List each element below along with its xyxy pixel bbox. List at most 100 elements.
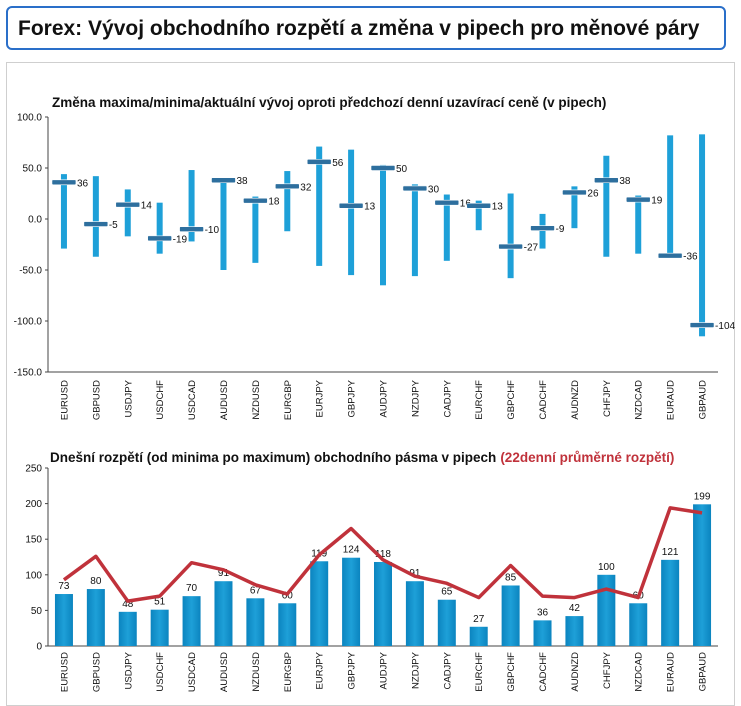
x-category-label: EURJPY bbox=[315, 379, 326, 417]
x-category-label: EURCHF bbox=[474, 652, 485, 692]
x-category-label: GBPCHF bbox=[506, 652, 517, 692]
bar-chart: Dnešní rozpětí (od minima po maximum) ob… bbox=[25, 450, 718, 692]
range-bar bbox=[278, 603, 297, 646]
current-label: 38 bbox=[236, 176, 248, 187]
range-bar bbox=[348, 149, 355, 276]
range-bar bbox=[214, 581, 233, 646]
current-label: 56 bbox=[332, 158, 344, 169]
current-marker bbox=[115, 201, 141, 208]
x-category-label: EURUSD bbox=[59, 380, 70, 420]
current-label: 13 bbox=[364, 202, 376, 213]
x-category-label: NZDJPY bbox=[410, 651, 421, 689]
range-bar bbox=[443, 194, 450, 261]
current-label: -19 bbox=[173, 234, 188, 245]
x-category-label: AUDUSD bbox=[219, 652, 230, 692]
bar-value-label: 73 bbox=[58, 581, 70, 592]
y-tick-label: 150 bbox=[25, 535, 42, 546]
current-marker bbox=[243, 197, 268, 204]
range-bar bbox=[124, 189, 131, 237]
current-marker bbox=[625, 196, 651, 203]
current-label: 13 bbox=[492, 202, 504, 213]
x-category-label: GBPAUD bbox=[698, 380, 709, 420]
current-label: -10 bbox=[205, 225, 220, 236]
current-marker bbox=[51, 179, 77, 186]
x-category-label: EURGBP bbox=[283, 652, 294, 692]
bar-value-label: 48 bbox=[122, 599, 134, 610]
y-tick-label: 100 bbox=[25, 570, 42, 581]
current-marker bbox=[179, 226, 204, 232]
y-tick-label: 100.0 bbox=[17, 113, 42, 124]
range-bar bbox=[411, 184, 418, 277]
x-category-label: USDCHF bbox=[155, 380, 166, 420]
current-marker bbox=[594, 177, 619, 184]
y-tick-label: 250 bbox=[25, 464, 42, 475]
range-bar bbox=[118, 611, 137, 646]
bar-value-label: 91 bbox=[409, 568, 421, 579]
current-label: -9 bbox=[556, 224, 565, 235]
bar-value-label: 85 bbox=[505, 572, 517, 583]
x-category-label: EURUSD bbox=[59, 652, 70, 692]
range-bar bbox=[310, 561, 329, 646]
bar-value-label: 100 bbox=[598, 562, 615, 573]
x-category-label: GBPJPY bbox=[347, 651, 358, 689]
x-category-label: GBPCHF bbox=[506, 380, 517, 420]
current-marker bbox=[338, 202, 364, 209]
bar-value-label: 60 bbox=[282, 590, 294, 601]
current-label: 19 bbox=[651, 196, 663, 207]
bar-chart-title-extra: (22denní průměrné rozpětí) bbox=[500, 450, 674, 465]
range-bar bbox=[342, 557, 361, 646]
current-marker bbox=[530, 225, 555, 231]
y-tick-label: 0.0 bbox=[28, 215, 42, 226]
bar-value-label: 67 bbox=[250, 585, 262, 596]
x-category-label: USDCAD bbox=[187, 652, 198, 692]
current-marker bbox=[657, 252, 683, 259]
current-label: 36 bbox=[77, 178, 89, 189]
range-bar bbox=[699, 134, 706, 337]
current-label: 30 bbox=[428, 184, 440, 195]
range-bar bbox=[571, 186, 578, 229]
range-bar bbox=[405, 581, 424, 646]
range-bar bbox=[150, 609, 169, 646]
bar-value-label: 80 bbox=[90, 576, 102, 587]
x-category-label: NZDUSD bbox=[251, 652, 262, 692]
range-bar bbox=[629, 603, 648, 646]
range-bar bbox=[380, 164, 386, 286]
range-bar bbox=[284, 171, 291, 232]
current-marker bbox=[562, 189, 587, 196]
current-marker bbox=[83, 221, 109, 227]
range-bar bbox=[437, 599, 456, 646]
range-bar bbox=[597, 574, 616, 646]
y-tick-label: -100.0 bbox=[14, 317, 43, 328]
bar-value-label: 124 bbox=[343, 545, 360, 556]
x-category-label: AUDNZD bbox=[570, 380, 581, 420]
y-tick-label: -150.0 bbox=[14, 368, 43, 379]
current-marker bbox=[211, 177, 236, 184]
bar-value-label: 27 bbox=[473, 614, 485, 625]
y-tick-label: 50 bbox=[31, 606, 43, 617]
bar-value-label: 91 bbox=[218, 568, 230, 579]
current-label: -27 bbox=[524, 243, 539, 254]
x-category-label: USDCHF bbox=[155, 652, 166, 692]
bar-value-label: 51 bbox=[154, 597, 166, 608]
range-bar bbox=[507, 193, 514, 279]
x-category-label: USDJPY bbox=[123, 379, 134, 417]
range-chart-title: Změna maxima/minima/aktuální vývoj oprot… bbox=[52, 95, 606, 110]
current-marker bbox=[434, 199, 460, 206]
x-category-label: GBPUSD bbox=[91, 380, 102, 420]
bar-value-label: 199 bbox=[694, 491, 711, 502]
range-bar bbox=[252, 196, 259, 263]
range-bar bbox=[316, 146, 323, 266]
x-category-label: CADJPY bbox=[442, 379, 453, 417]
bar-value-label: 36 bbox=[537, 607, 549, 618]
x-category-label: CADCHF bbox=[538, 652, 549, 692]
range-bar bbox=[246, 598, 265, 646]
bar-value-label: 65 bbox=[441, 587, 453, 598]
bar-chart-title-text: Dnešní rozpětí (od minima po maximum) ob… bbox=[50, 450, 674, 465]
x-category-label: USDJPY bbox=[123, 651, 134, 689]
x-category-label: EURAUD bbox=[666, 380, 677, 420]
x-category-label: GBPJPY bbox=[347, 379, 358, 417]
x-category-label: AUDUSD bbox=[219, 380, 230, 420]
range-bar bbox=[539, 213, 546, 249]
current-label: 14 bbox=[141, 201, 153, 212]
